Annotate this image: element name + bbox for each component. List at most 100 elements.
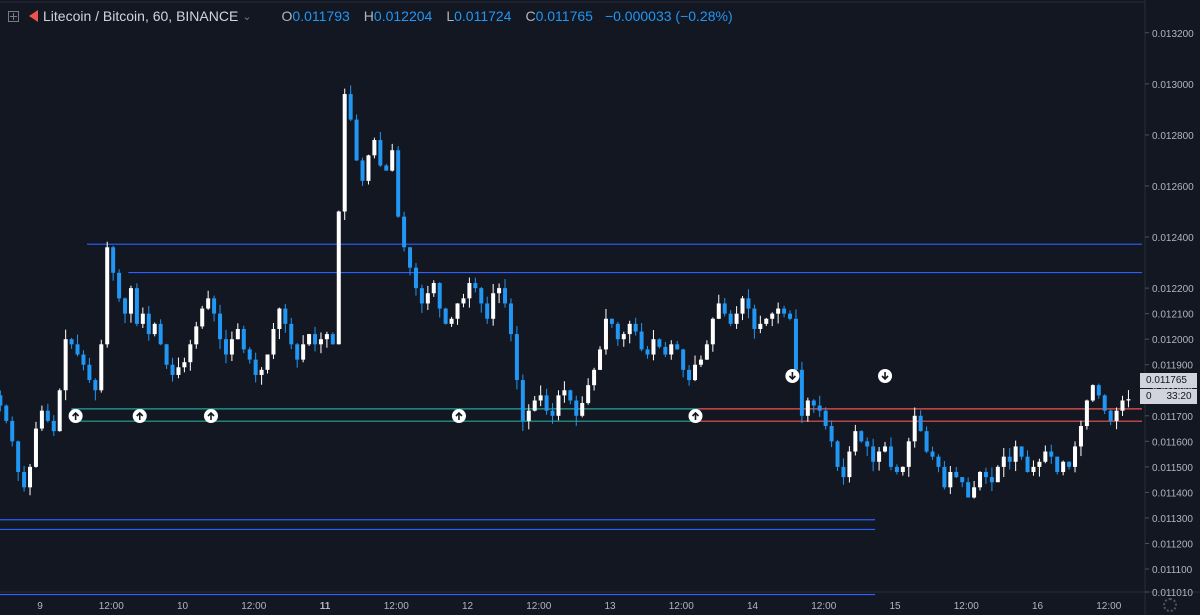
candle-body xyxy=(823,410,828,427)
candle-body xyxy=(592,369,597,386)
candle-body xyxy=(995,466,1000,483)
candle-body xyxy=(841,466,846,478)
candle-body xyxy=(1084,400,1089,427)
candle-body xyxy=(402,216,407,248)
candle-body xyxy=(687,369,692,381)
candle-body xyxy=(508,303,513,335)
candle-body xyxy=(390,150,395,171)
candle-body xyxy=(770,313,775,319)
candle-body xyxy=(194,326,199,345)
candle-body xyxy=(722,303,727,314)
x-tick-label: 12:00 xyxy=(1096,601,1121,612)
candle-body xyxy=(218,313,223,340)
candle-body xyxy=(188,344,193,363)
candle-body xyxy=(1126,399,1131,401)
candle-body xyxy=(384,165,389,171)
candle-body xyxy=(63,339,68,391)
arrow-up-icon xyxy=(207,411,215,420)
y-tick-label: 0.011900 xyxy=(1152,361,1193,372)
candle-body xyxy=(704,344,709,360)
candle-body xyxy=(1078,426,1083,447)
candle-body xyxy=(574,400,579,416)
candle-body xyxy=(609,318,614,324)
candle-body xyxy=(348,94,353,120)
candle-body xyxy=(651,339,656,355)
candle-body xyxy=(301,344,306,360)
candle-body xyxy=(313,334,318,345)
candle-body xyxy=(829,426,834,442)
candle-body xyxy=(675,344,680,350)
candle-body xyxy=(342,94,347,212)
x-tick-label: 16 xyxy=(1032,601,1044,612)
close-label: C xyxy=(525,8,536,24)
candle-body xyxy=(128,288,133,314)
candle-body xyxy=(972,487,977,498)
candle-body xyxy=(22,471,27,488)
chevron-down-icon[interactable]: ⌄ xyxy=(242,10,252,23)
candle-body xyxy=(491,293,496,319)
low-label: L xyxy=(446,8,455,24)
candle-body xyxy=(497,288,502,294)
candle-body xyxy=(259,369,264,375)
candle-body xyxy=(728,313,733,324)
x-tick-label: 12:00 xyxy=(241,601,266,612)
expand-icon[interactable] xyxy=(8,10,19,22)
candle-body xyxy=(960,477,965,483)
candle-body xyxy=(93,380,98,391)
candle-body xyxy=(366,155,371,181)
candle-body xyxy=(324,334,329,340)
candle-body xyxy=(645,349,650,355)
arrow-up-icon xyxy=(691,411,700,420)
candle-body xyxy=(966,482,971,498)
candle-body xyxy=(69,339,74,345)
candle-body xyxy=(200,308,205,327)
candle-body xyxy=(99,344,104,391)
chart-header: Litecoin / Bitcoin, 60, BINANCE ⌄ O0.011… xyxy=(0,0,1145,32)
candle-body xyxy=(835,441,840,467)
x-tick-label: 12:00 xyxy=(811,601,836,612)
candle-body xyxy=(912,415,917,442)
y-tick-label: 0.013200 xyxy=(1152,29,1194,40)
candle-body xyxy=(419,288,424,304)
candle-body xyxy=(1096,385,1101,396)
gear-icon[interactable] xyxy=(1163,598,1177,612)
candle-body xyxy=(805,400,810,416)
exchange-logo-icon xyxy=(29,10,38,22)
candle-body xyxy=(657,339,662,347)
candle-body xyxy=(710,318,715,345)
candle-body xyxy=(1114,410,1119,421)
last-price-badge: 0.011765 xyxy=(1140,373,1197,388)
candle-body xyxy=(443,308,448,324)
candle-body xyxy=(1037,461,1042,467)
x-tick-label: 12:00 xyxy=(954,601,979,612)
candle-body xyxy=(212,298,217,314)
candle-body xyxy=(793,318,798,370)
y-tick-label: 0.011700 xyxy=(1152,412,1193,423)
y-tick-label: 0.013000 xyxy=(1152,80,1194,91)
candle-body xyxy=(681,349,686,370)
price-change: −0.000033 (−0.28%) xyxy=(604,8,733,24)
symbol-title[interactable]: Litecoin / Bitcoin, 60, BINANCE xyxy=(43,8,239,24)
candle-body xyxy=(33,428,38,467)
candle-body xyxy=(170,364,175,375)
candle-body xyxy=(57,390,62,432)
candle-body xyxy=(758,323,763,329)
candle-body xyxy=(372,140,377,156)
arrow-up-icon xyxy=(455,411,463,420)
candle-body xyxy=(782,308,787,314)
candle-body xyxy=(253,359,258,375)
x-tick-label: 12:00 xyxy=(669,601,694,612)
candle-body xyxy=(663,346,668,355)
candle-body xyxy=(45,410,50,421)
candle-body xyxy=(140,313,145,324)
x-tick-label: 12:00 xyxy=(384,601,409,612)
y-tick-label: 0.012600 xyxy=(1152,182,1194,193)
x-tick-label: 9 xyxy=(37,601,43,612)
candle-body xyxy=(503,288,508,304)
candle-body xyxy=(176,367,181,375)
candle-body xyxy=(603,318,608,350)
candle-body xyxy=(978,471,983,488)
candle-body xyxy=(1067,461,1072,467)
candle-body xyxy=(900,466,905,472)
